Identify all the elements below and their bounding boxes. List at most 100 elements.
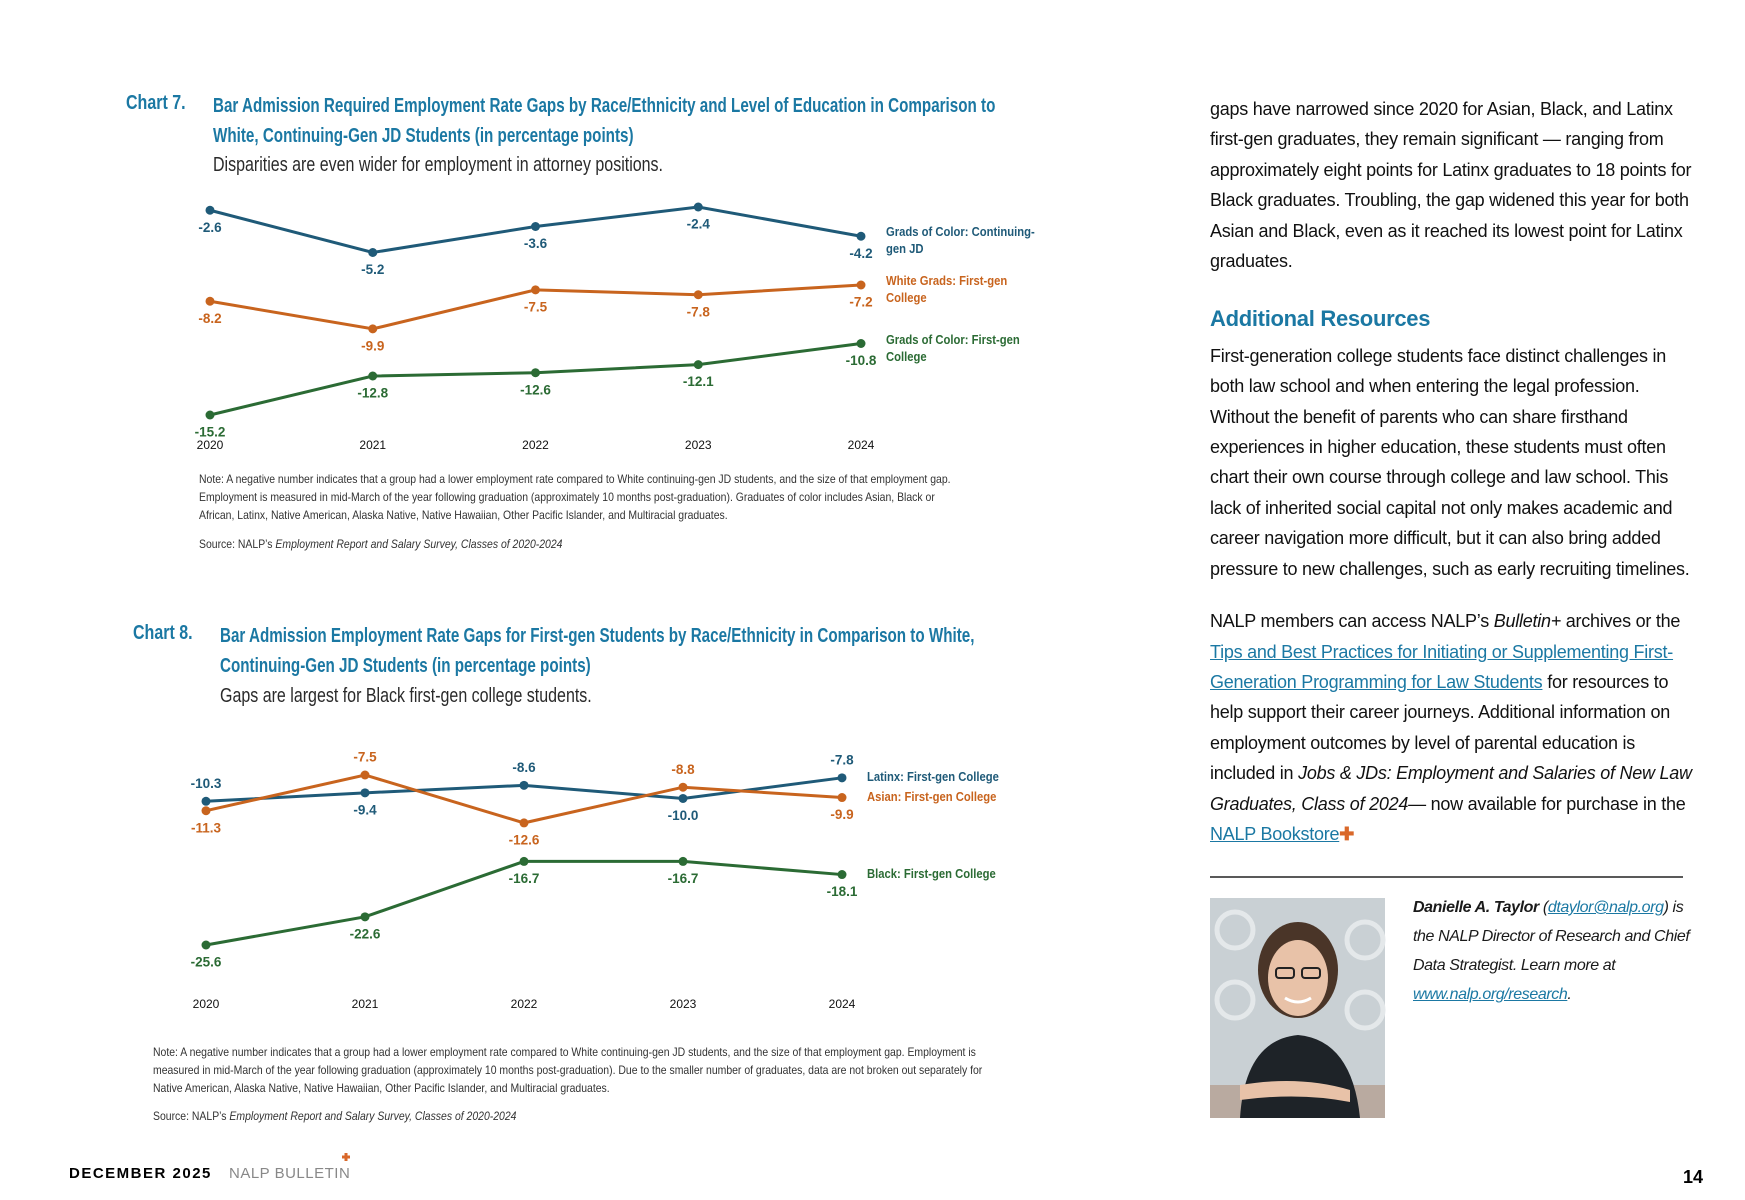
data-label: -25.6 — [191, 955, 222, 970]
data-label: -8.6 — [512, 760, 536, 775]
data-point — [837, 870, 847, 880]
data-point — [368, 371, 378, 381]
data-point — [205, 296, 215, 306]
article-column: gaps have narrowed since 2020 for Asian,… — [1210, 94, 1700, 849]
section-heading: Additional Resources — [1210, 306, 1431, 332]
italic-text: Bulletin+ — [1493, 611, 1562, 632]
x-tick-label: 2021 — [359, 438, 386, 452]
paragraph: First-generation college students face d… — [1210, 345, 1690, 579]
text: NALP members can access NALP’s — [1210, 611, 1489, 632]
data-point — [368, 324, 378, 334]
data-label: -8.8 — [671, 762, 695, 777]
bio-text: is the NALP Director of Research and Chi… — [1413, 899, 1690, 974]
data-label: -16.7 — [668, 871, 699, 886]
x-tick-label: 2024 — [829, 997, 856, 1011]
author-photo — [1210, 898, 1386, 1118]
author-bio: Danielle A. Taylor (dtaylor@nalp.org) is… — [1413, 899, 1690, 1003]
chart-label: Chart 8. — [133, 622, 193, 644]
data-point — [519, 780, 529, 790]
paragraph: gaps have narrowed since 2020 for Asian,… — [1210, 99, 1692, 272]
data-point — [693, 202, 703, 212]
data-label: -22.6 — [350, 926, 381, 941]
data-point — [201, 940, 211, 950]
data-point — [519, 856, 529, 866]
legend-label: Latinx: First-gen College — [867, 769, 999, 784]
data-point — [531, 222, 540, 231]
chart-title: Bar Admission Required Employment Rate G… — [213, 95, 996, 147]
x-tick-label: 2021 — [352, 997, 379, 1011]
data-label: -16.7 — [509, 871, 540, 886]
data-label: -7.5 — [353, 750, 377, 765]
text: archives or the — [1565, 611, 1681, 632]
series-line — [209, 342, 862, 417]
chart-title: Bar Admission Employment Rate Gaps for F… — [220, 625, 975, 677]
page-number: 14 — [1683, 1167, 1703, 1187]
x-tick-label: 2022 — [511, 997, 538, 1011]
data-label: -11.3 — [191, 820, 222, 835]
x-tick-label: 2022 — [522, 438, 549, 452]
italic-text: Jobs & JDs: Employment and Salaries of N… — [1210, 763, 1692, 814]
legend-label: White Grads: First-gen College — [886, 274, 1008, 305]
data-point — [856, 280, 866, 290]
data-point — [360, 770, 370, 780]
text: — now available for purchase in the — [1408, 793, 1686, 814]
data-label: -7.8 — [687, 304, 711, 319]
data-point — [856, 231, 866, 241]
data-point — [360, 788, 370, 798]
text: for resources to help support their care… — [1210, 671, 1671, 784]
cross-icon: ✚ — [1339, 823, 1355, 844]
chart-note: Note: A negative number indicates that a… — [153, 1045, 983, 1095]
data-point — [360, 912, 370, 922]
source-publication: Employment Report and Salary Survey, Cla… — [275, 537, 563, 551]
data-point — [678, 793, 688, 803]
legend-label: Black: First-gen College — [867, 866, 996, 881]
data-point — [837, 773, 847, 783]
data-point — [856, 339, 866, 348]
email-link[interactable]: dtaylor@nalp.org — [1547, 899, 1664, 916]
data-label: -4.2 — [849, 246, 872, 261]
data-point — [678, 782, 688, 792]
data-label: -7.8 — [830, 752, 854, 767]
data-label: -2.4 — [687, 217, 711, 232]
data-label: -15.2 — [195, 425, 226, 440]
data-label: -8.2 — [198, 311, 221, 326]
x-tick-label: 2023 — [670, 997, 697, 1011]
chart-source: Source: NALP’s Employment Report and Sal… — [153, 1107, 1003, 1125]
data-label: -10.0 — [668, 808, 699, 823]
data-point — [693, 290, 703, 300]
footer-date: DECEMBER 2025 — [69, 1165, 212, 1182]
data-point — [519, 818, 529, 828]
data-point — [531, 368, 540, 378]
chart-label: Chart 7. — [126, 92, 186, 114]
data-point — [693, 360, 703, 370]
url-link[interactable]: www.nalp.org/research — [1413, 986, 1568, 1003]
data-label: -7.2 — [849, 295, 872, 310]
data-label: -10.8 — [846, 353, 877, 368]
data-label: -2.6 — [198, 220, 222, 235]
footer-cross — [342, 1153, 350, 1161]
source-label: Source: NALP’s — [199, 537, 273, 551]
link[interactable]: NALP Bookstore — [1210, 823, 1340, 844]
data-label: -9.4 — [353, 802, 377, 817]
data-label: -18.1 — [827, 884, 858, 899]
author-name: Danielle A. Taylor — [1413, 899, 1539, 916]
paragraph: NALP members can access NALP’s Bulletin+… — [1210, 606, 1700, 849]
data-label: -9.9 — [361, 338, 384, 353]
legend-label: Grads of Color: First-gen College — [886, 332, 1020, 364]
data-label: -12.8 — [357, 386, 388, 401]
data-point — [531, 285, 540, 295]
x-tick-label: 2020 — [197, 438, 224, 452]
source-publication: Employment Report and Salary Survey, Cla… — [229, 1109, 517, 1123]
data-point — [205, 205, 215, 215]
x-tick-label: 2020 — [193, 997, 220, 1011]
data-label: -7.5 — [524, 299, 548, 314]
data-label: -12.6 — [509, 832, 540, 847]
legend-label: Grads of Color: Continuing-gen JD — [886, 225, 1035, 257]
x-tick-label: 2024 — [848, 438, 875, 452]
link[interactable]: Tips and Best Practices for Initiating o… — [1210, 641, 1674, 692]
chart-subtitle: Gaps are largest for Black first-gen col… — [220, 685, 592, 707]
chart-note: Note: A negative number indicates that a… — [199, 472, 951, 522]
legend-label: Asian: First-gen College — [867, 789, 997, 804]
